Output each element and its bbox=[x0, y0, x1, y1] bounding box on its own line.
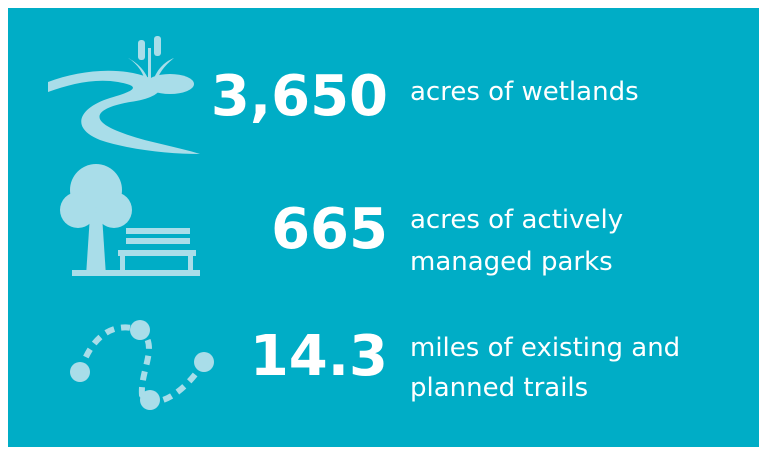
stat-label: acres of actively bbox=[410, 205, 623, 235]
stat-label: planned trails bbox=[410, 373, 588, 403]
trail-icon bbox=[70, 320, 214, 410]
stat-value: 665 bbox=[271, 197, 388, 262]
stat-value: 14.3 bbox=[250, 324, 388, 389]
stat-value: 3,650 bbox=[211, 64, 388, 129]
stat-label: managed parks bbox=[410, 247, 613, 277]
wetland-icon bbox=[48, 36, 200, 154]
stat-label: acres of wetlands bbox=[410, 77, 639, 107]
stat-label: miles of existing and bbox=[410, 333, 680, 363]
park-icon bbox=[60, 164, 200, 276]
